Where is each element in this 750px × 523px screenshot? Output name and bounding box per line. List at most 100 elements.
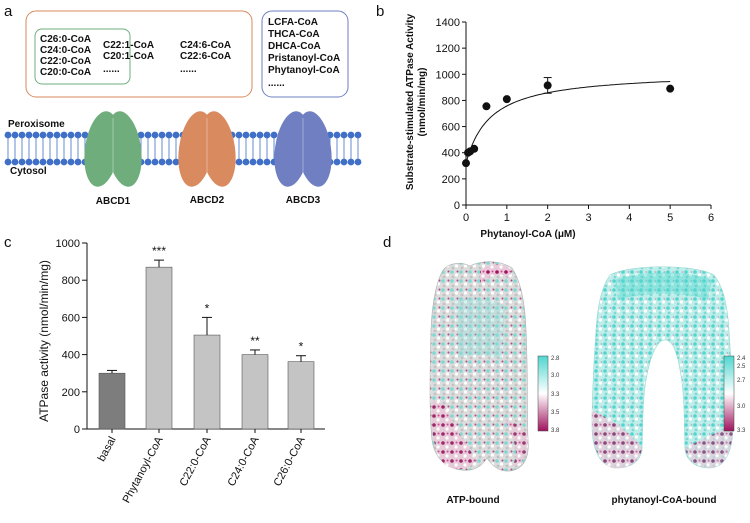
- lipid-head: [46, 131, 54, 139]
- colorbar-phytanoyl-coa-bound: 2.4 2.5 2.7 3.0 3.3: [723, 355, 746, 434]
- lipid-item: C22:6-CoA: [180, 51, 231, 62]
- colorbar-tick: 3.0: [551, 373, 560, 379]
- panel-a: a C26:0-CoA C24:0-CoA C22:0-CoA C20:0-Co…: [4, 3, 362, 207]
- transporter-abcd2: [178, 111, 236, 187]
- lipid-item: C26:0-CoA: [40, 34, 91, 45]
- lipid-head: [235, 131, 243, 139]
- colorbar-tick: 3.3: [551, 392, 560, 398]
- chart-b-ylabel-line2: (nmol/min/mg): [417, 68, 428, 137]
- saturated-acyl-coa-list: C26:0-CoA C24:0-CoA C22:0-CoA C20:0-CoA: [40, 34, 91, 78]
- chart-c: 02004006008001000basal***Phytanoyl-CoA*C…: [56, 238, 325, 505]
- lipid-head: [249, 131, 257, 139]
- lipid-head: [270, 131, 278, 139]
- lipid-head: [340, 158, 348, 166]
- category-label: C24:0-CoA: [226, 434, 262, 488]
- lipid-head: [347, 131, 355, 139]
- lipid-head: [242, 131, 250, 139]
- transporter-abcd1: [84, 111, 142, 187]
- y-tick-label: 800: [62, 275, 80, 287]
- bar: [287, 361, 315, 430]
- lipid-head: [74, 158, 82, 166]
- lipid-head: [32, 131, 40, 139]
- peroxisome-label: Peroxisome: [8, 119, 65, 130]
- panel-d: d 2.8 3.0 3.3 3.5 3.8 ATP-bound 2.4: [383, 234, 746, 506]
- lipid-head: [333, 158, 341, 166]
- lipid-box-abcd3: [261, 10, 349, 98]
- data-point: [482, 102, 491, 111]
- lipid-item: C24:6-CoA: [180, 40, 231, 51]
- y-tick-label: 0: [454, 200, 460, 212]
- lipid-head: [39, 131, 47, 139]
- lipid-item: Pristanoyl-CoA: [268, 53, 340, 64]
- x-tick-label: 4: [626, 212, 632, 224]
- y-tick-label: 400: [62, 350, 80, 362]
- lipid-head: [172, 158, 180, 166]
- lipid-head: [165, 131, 173, 139]
- lipid-item: LCFA-CoA: [268, 17, 318, 28]
- lipid-head: [67, 131, 75, 139]
- protein-label-abcd3: ABCD3: [286, 195, 321, 206]
- lipid-item: Phytanoyl-CoA: [268, 65, 340, 76]
- lipid-head: [144, 131, 152, 139]
- lipid-item: C22:1-CoA: [103, 40, 154, 51]
- lipid-head: [67, 158, 75, 166]
- significance-label: ***: [152, 244, 166, 258]
- colorbar-tick: 2.7: [737, 378, 746, 384]
- bar: [241, 354, 269, 430]
- category-label: Phytanoyl-CoA: [121, 434, 166, 505]
- lipid-head: [158, 131, 166, 139]
- lipid-head: [249, 158, 257, 166]
- lipid-head: [242, 158, 250, 166]
- lipid-head: [4, 158, 12, 166]
- lipid-item: C22:0-CoA: [40, 56, 91, 67]
- transporter-half-right: [200, 111, 236, 187]
- abcd3-substrate-list: LCFA-CoA THCA-CoA DHCA-CoA Pristanoyl-Co…: [268, 17, 340, 89]
- significance-label: *: [205, 301, 210, 315]
- bar: [145, 266, 173, 430]
- chart-b-xlabel: Phytanoyl-CoA (μM): [480, 229, 575, 240]
- polyunsaturated-acyl-coa-list: C24:6-CoA C22:6-CoA ......: [180, 40, 231, 75]
- transporter-half-right: [106, 111, 142, 187]
- y-tick-label: 1200: [436, 43, 460, 55]
- y-tick-label: 800: [442, 95, 460, 107]
- lipid-item: THCA-CoA: [268, 29, 320, 40]
- lipid-item: DHCA-CoA: [268, 41, 321, 52]
- lipid-head: [256, 131, 264, 139]
- lipid-head: [340, 131, 348, 139]
- lipid-head: [18, 158, 26, 166]
- lipid-head: [256, 158, 264, 166]
- lipid-item: C20:1-CoA: [103, 51, 154, 62]
- colorbar-tick: 2.5: [737, 364, 746, 370]
- y-tick-label: 200: [442, 174, 460, 186]
- significance-label: *: [299, 340, 304, 354]
- lipid-head: [144, 158, 152, 166]
- lipid-head: [39, 158, 47, 166]
- colorbar-tick: 2.8: [551, 356, 560, 362]
- panel-c: c 02004006008001000basal***Phytanoyl-CoA…: [4, 234, 325, 505]
- y-tick-label: 1400: [436, 17, 460, 29]
- lipid-item: C20:0-CoA: [40, 67, 91, 78]
- density-map-atp-bound: [429, 261, 529, 472]
- lipid-head: [354, 158, 362, 166]
- lipid-head: [158, 158, 166, 166]
- transporter-half-right: [296, 111, 332, 187]
- colorbar-tick: 3.0: [737, 404, 746, 410]
- chart-c-ylabel: ATPase activity (nmol/min/mg): [37, 260, 51, 422]
- transporter-abcd3: [274, 111, 332, 187]
- x-tick-label: 0: [463, 212, 469, 224]
- panel-label-d: d: [383, 234, 391, 251]
- abcd-transporters: [84, 111, 332, 187]
- y-tick-label: 0: [74, 424, 80, 436]
- panel-label-a: a: [4, 3, 13, 20]
- lipid-head: [81, 131, 89, 139]
- lipid-item: ......: [268, 78, 285, 89]
- x-tick-label: 1: [504, 212, 510, 224]
- bar: [193, 334, 221, 430]
- lipid-head: [165, 158, 173, 166]
- panel-label-c: c: [4, 234, 12, 251]
- data-point: [462, 159, 470, 168]
- y-tick-label: 600: [442, 122, 460, 134]
- cytosol-label: Cytosol: [10, 166, 47, 177]
- lipid-head: [11, 158, 19, 166]
